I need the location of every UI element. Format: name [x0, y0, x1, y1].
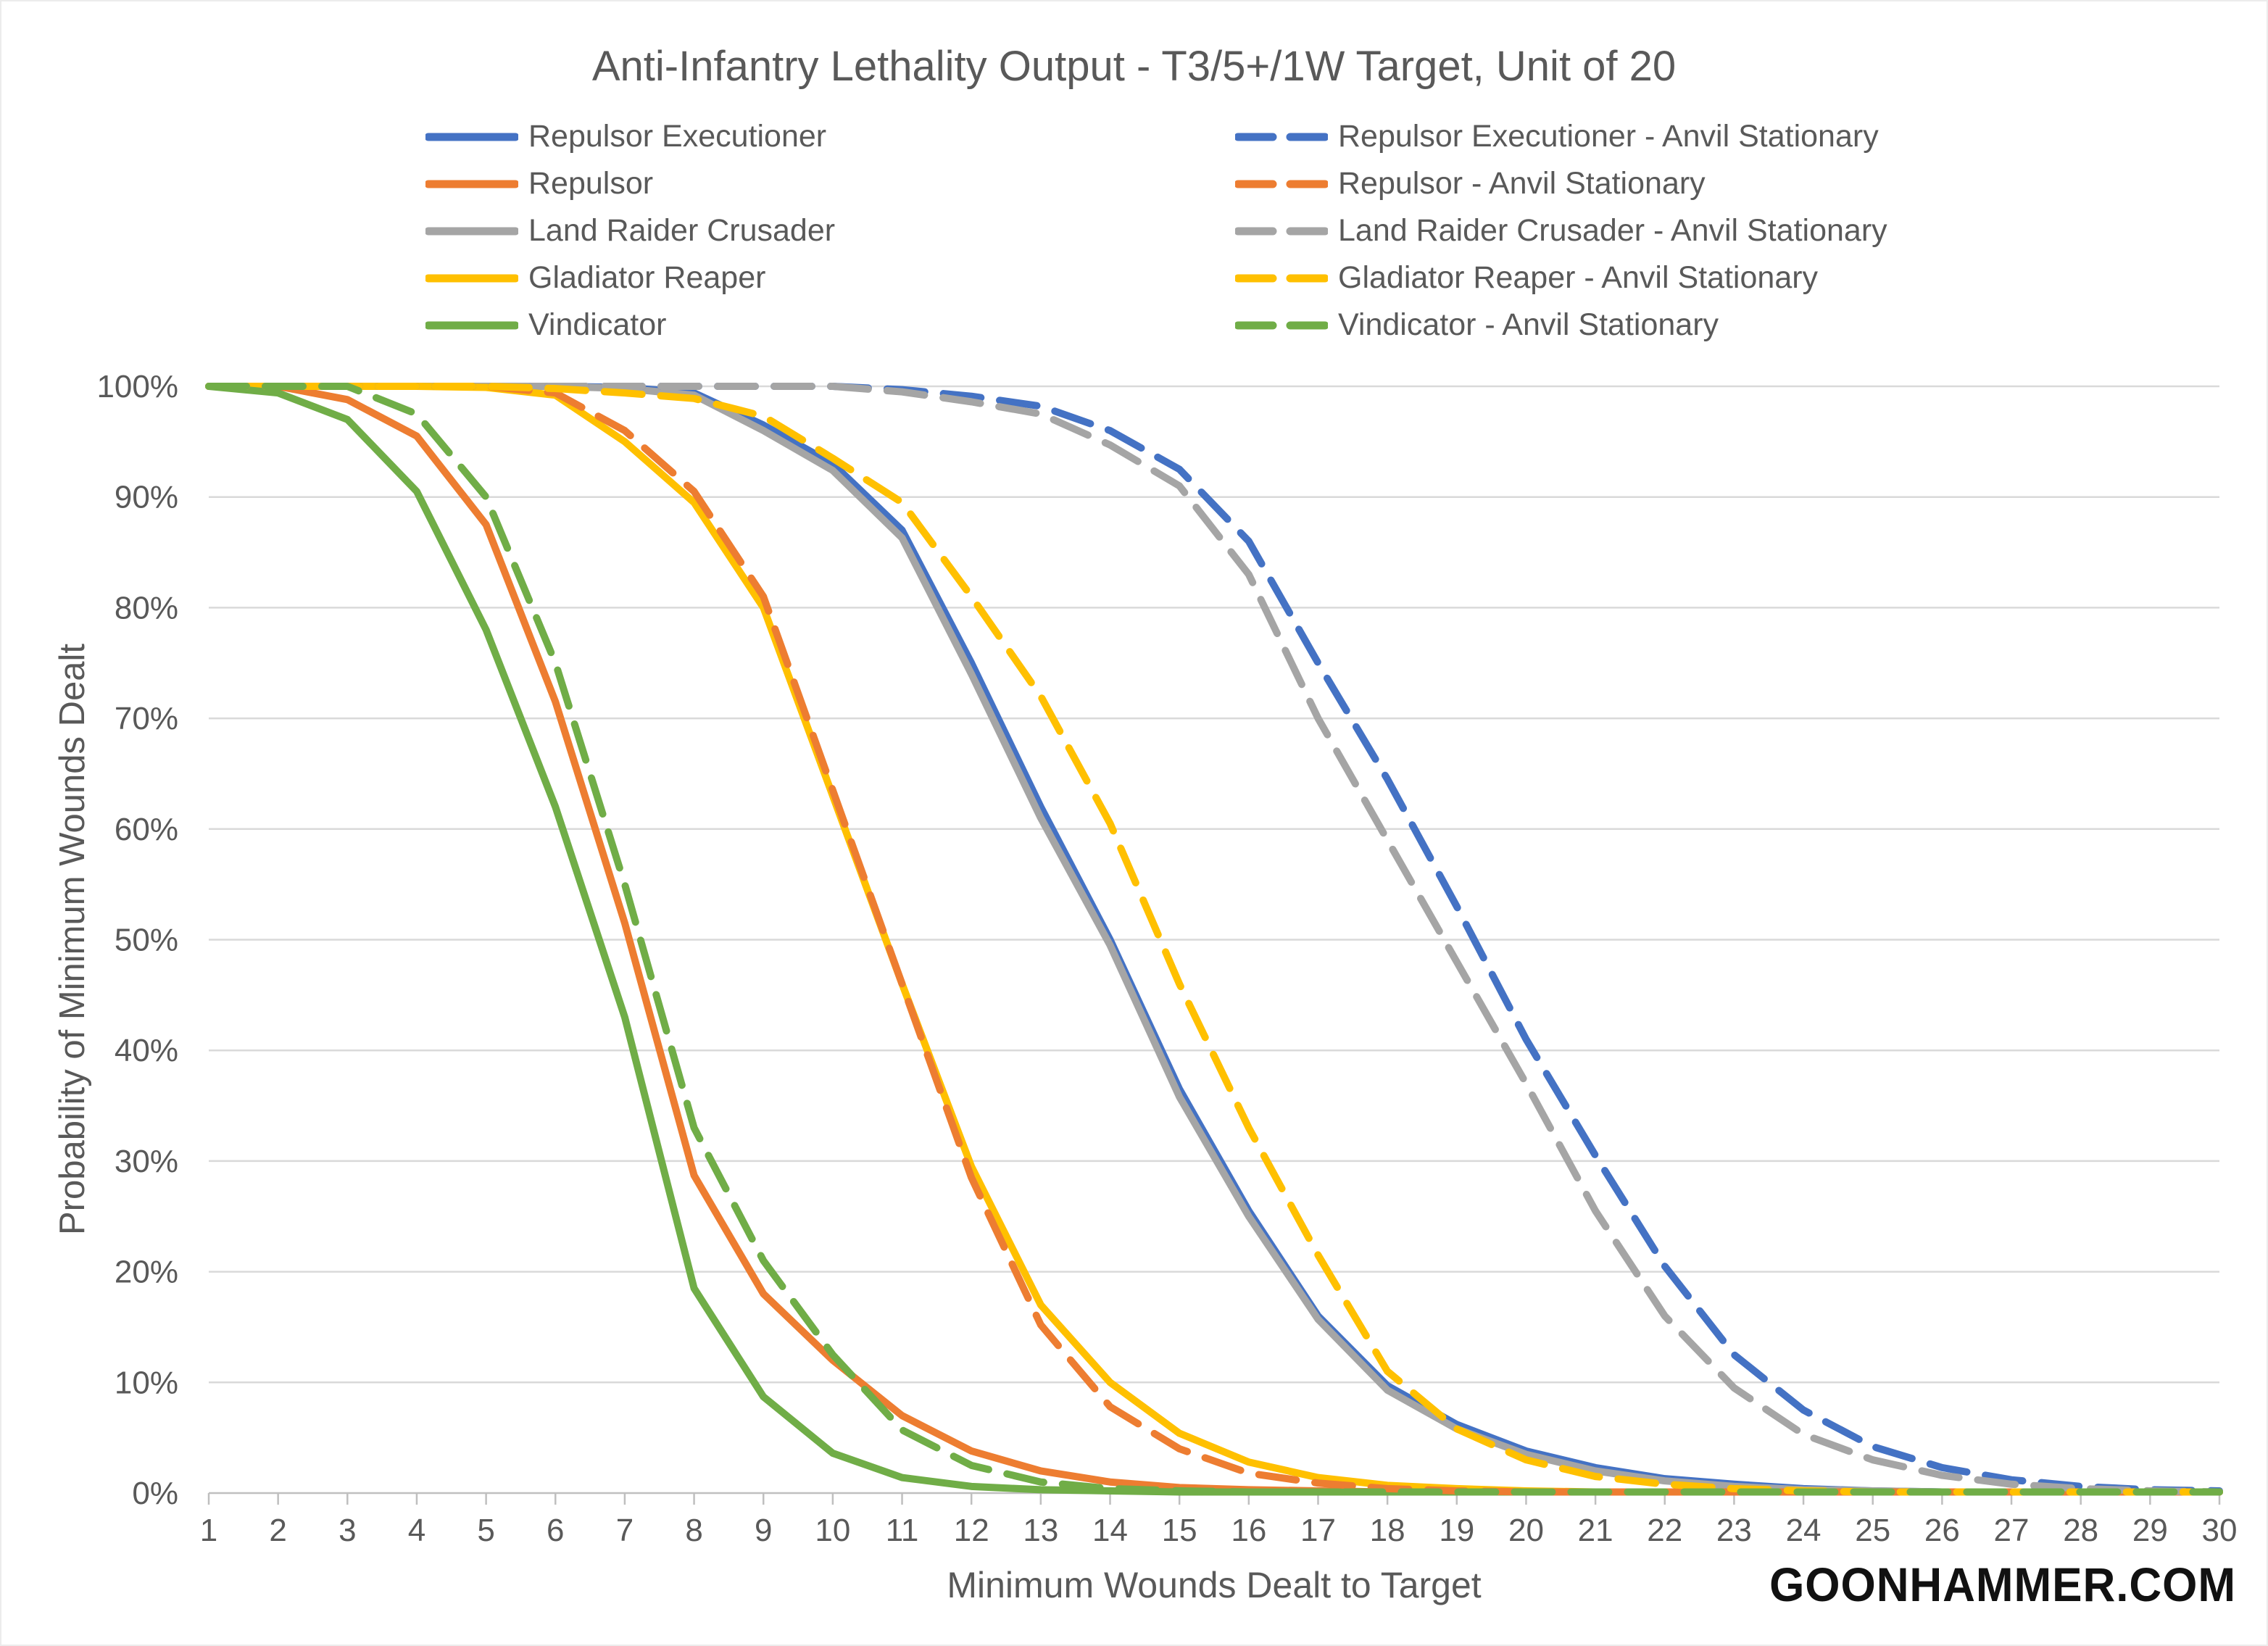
series-line-land-raider-crusader-anvil	[205, 383, 2223, 1496]
x-tick-label-12: 12	[954, 1513, 989, 1548]
legend-swatch-gladiator-reaper	[425, 274, 518, 282]
x-axis-title: Minimum Wounds Dealt to Target	[947, 1565, 1482, 1605]
x-tick-label-22: 22	[1647, 1513, 1682, 1548]
y-tick-label-100: 100%	[96, 369, 178, 404]
x-tick-label-30: 30	[2202, 1513, 2238, 1548]
x-tick-label-4: 4	[408, 1513, 425, 1548]
x-tick-label-3: 3	[338, 1513, 356, 1548]
x-tick-label-18: 18	[1370, 1513, 1405, 1548]
y-tick-label-70: 70%	[115, 701, 178, 736]
legend-column-solid: Repulsor Executioner Repulsor Land Raider …	[425, 113, 835, 349]
legend-column-dashed: Repulsor Executioner - Anvil Stationary R…	[1235, 113, 1887, 349]
x-tick-label-1: 1	[200, 1513, 217, 1548]
y-tick-label-10: 10%	[115, 1365, 178, 1400]
x-tick-label-10: 10	[815, 1513, 850, 1548]
x-tick-label-17: 17	[1300, 1513, 1336, 1548]
legend-label: Repulsor Executioner	[528, 119, 827, 154]
y-tick-label-0: 0%	[132, 1476, 178, 1511]
legend-swatch-land-raider-crusader-anvil	[1235, 227, 1328, 235]
x-tick-label-16: 16	[1231, 1513, 1266, 1548]
x-tick-label-21: 21	[1578, 1513, 1613, 1548]
watermark-goonhammer: GOONHAMMER.COM	[1769, 1558, 2236, 1611]
legend-label: Gladiator Reaper - Anvil Stationary	[1338, 260, 1819, 295]
legend-label: Vindicator - Anvil Stationary	[1338, 307, 1719, 342]
legend-swatch-repulsor-executioner	[425, 133, 518, 141]
x-tick-label-20: 20	[1508, 1513, 1544, 1548]
x-tick-label-2: 2	[269, 1513, 286, 1548]
legend-item-land-raider-crusader-anvil: Land Raider Crusader - Anvil Stationary	[1235, 207, 1887, 254]
x-tick-label-28: 28	[2063, 1513, 2098, 1548]
x-tick-label-14: 14	[1092, 1513, 1128, 1548]
legend-item-repulsor-anvil: Repulsor - Anvil Stationary	[1235, 160, 1887, 207]
legend-item-repulsor-executioner: Repulsor Executioner	[425, 113, 835, 160]
legend-label: Repulsor	[528, 166, 654, 201]
x-tick-label-27: 27	[1994, 1513, 2030, 1548]
legend-item-repulsor-executioner-anvil: Repulsor Executioner - Anvil Stationary	[1235, 113, 1887, 160]
legend-item-vindicator: Vindicator	[425, 302, 835, 349]
legend-label: Land Raider Crusader - Anvil Stationary	[1338, 213, 1887, 248]
x-tick-label-9: 9	[755, 1513, 772, 1548]
x-tick-label-19: 19	[1439, 1513, 1474, 1548]
x-tick-label-11: 11	[886, 1513, 919, 1548]
series-line-repulsor-executioner-anvil	[205, 383, 2223, 1495]
legend-label: Vindicator	[528, 307, 667, 342]
x-tick-label-8: 8	[685, 1513, 702, 1548]
x-tick-label-24: 24	[1786, 1513, 1822, 1548]
legend-swatch-vindicator-anvil	[1235, 321, 1328, 329]
legend-label: Land Raider Crusader	[528, 213, 836, 248]
x-tick-label-6: 6	[547, 1513, 564, 1548]
y-tick-label-30: 30%	[115, 1144, 178, 1179]
x-tick-label-7: 7	[616, 1513, 634, 1548]
x-tick-label-26: 26	[1924, 1513, 1960, 1548]
legend-item-land-raider-crusader: Land Raider Crusader	[425, 207, 835, 254]
legend-swatch-repulsor-executioner-anvil	[1235, 133, 1328, 141]
legend-item-gladiator-reaper: Gladiator Reaper	[425, 254, 835, 302]
legend-swatch-repulsor	[425, 180, 518, 188]
y-tick-label-90: 90%	[115, 480, 178, 515]
legend-swatch-vindicator	[425, 321, 518, 329]
y-tick-label-40: 40%	[115, 1033, 178, 1068]
x-tick-label-5: 5	[477, 1513, 494, 1548]
series-line-vindicator-anvil	[205, 383, 2223, 1496]
y-tick-label-60: 60%	[115, 812, 178, 847]
legend-item-repulsor: Repulsor	[425, 160, 835, 207]
y-tick-label-50: 50%	[115, 923, 178, 958]
x-tick-label-29: 29	[2132, 1513, 2168, 1548]
legend-label: Repulsor - Anvil Stationary	[1338, 166, 1706, 201]
legend-item-gladiator-reaper-anvil: Gladiator Reaper - Anvil Stationary	[1235, 254, 1887, 302]
x-tick-label-15: 15	[1162, 1513, 1197, 1548]
x-tick-label-23: 23	[1716, 1513, 1752, 1548]
legend-item-vindicator-anvil: Vindicator - Anvil Stationary	[1235, 302, 1887, 349]
legend-swatch-land-raider-crusader	[425, 227, 518, 235]
y-tick-label-80: 80%	[115, 590, 178, 625]
legend-swatch-gladiator-reaper-anvil	[1235, 274, 1328, 282]
y-tick-label-20: 20%	[115, 1255, 178, 1290]
x-tick-label-13: 13	[1023, 1513, 1058, 1548]
legend-label: Repulsor Executioner - Anvil Stationary	[1338, 119, 1879, 154]
legend-label: Gladiator Reaper	[528, 260, 766, 295]
chart-title: Anti-Infantry Lethality Output - T3/5+/1…	[591, 43, 1677, 90]
x-tick-label-25: 25	[1855, 1513, 1890, 1548]
legend-swatch-repulsor-anvil	[1235, 180, 1328, 188]
